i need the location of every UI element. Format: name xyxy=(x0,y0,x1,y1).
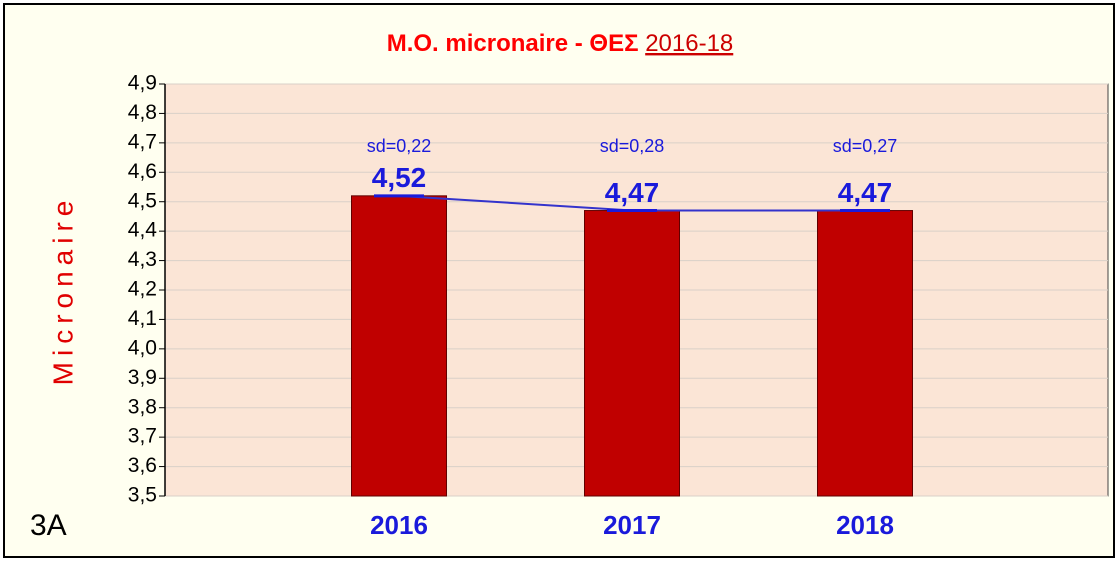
bar xyxy=(817,210,913,497)
x-tick-label: 2017 xyxy=(603,510,661,540)
chart-title: M.O. micronaire - ΘΕΣ 2016-18 xyxy=(387,30,734,57)
panel-label: 3A xyxy=(30,509,67,542)
bar xyxy=(351,195,447,497)
sd-annotation: sd=0,28 xyxy=(600,136,665,156)
y-tick-label: 4,9 xyxy=(128,72,157,95)
y-tick-label: 4,8 xyxy=(128,101,157,124)
sd-annotation: sd=0,27 xyxy=(833,136,898,156)
y-tick-label: 4,0 xyxy=(128,336,157,359)
y-tick-label: 4,4 xyxy=(128,219,158,242)
y-tick-label: 4,2 xyxy=(128,278,157,301)
x-tick-label: 2016 xyxy=(370,510,428,540)
y-tick-label: 4,1 xyxy=(128,307,157,330)
y-tick-label: 3,8 xyxy=(128,395,157,418)
title-main: M.O. micronaire - ΘΕΣ xyxy=(387,30,639,57)
title-years: 2016-18 xyxy=(645,30,733,57)
value-label: 4,47 xyxy=(838,177,893,208)
y-axis-label: Micronaire xyxy=(47,195,78,386)
y-tick-label: 4,7 xyxy=(128,130,157,153)
sd-annotation: sd=0,22 xyxy=(367,136,432,156)
y-tick-label: 3,9 xyxy=(128,366,157,389)
y-tick-label: 4,5 xyxy=(128,189,157,212)
y-tick-label: 4,6 xyxy=(128,160,157,183)
value-label: 4,47 xyxy=(605,177,660,208)
y-tick-label: 4,3 xyxy=(128,248,157,271)
bar xyxy=(584,210,680,497)
y-tick-label: 3,5 xyxy=(128,484,157,507)
y-tick-label: 3,7 xyxy=(128,425,157,448)
value-label: 4,52 xyxy=(372,162,427,193)
y-tick-label: 3,6 xyxy=(128,454,157,477)
x-tick-label: 2018 xyxy=(836,510,894,540)
